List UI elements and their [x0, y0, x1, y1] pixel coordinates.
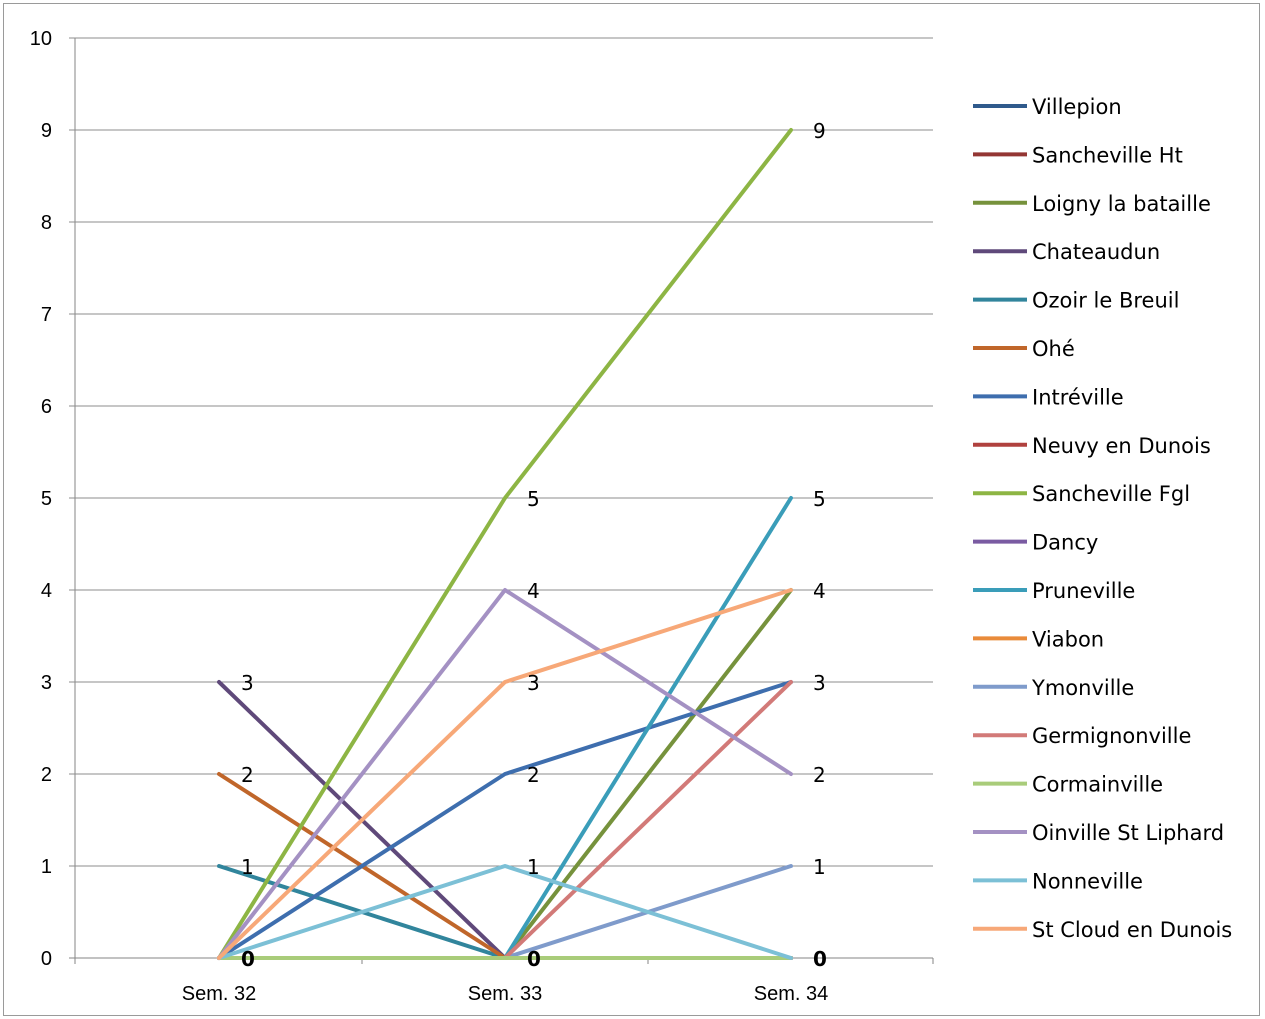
- x-tick-label: Sem. 34: [754, 983, 828, 1005]
- y-tick-label: 9: [41, 120, 52, 142]
- series-line: [217, 864, 793, 960]
- legend-label: Sancheville Ht: [1032, 143, 1183, 167]
- legend-label: St Cloud en Dunois: [1032, 918, 1232, 942]
- data-label: 9: [813, 119, 826, 143]
- data-label: 0: [813, 947, 827, 971]
- y-tick-label: 1: [41, 856, 52, 878]
- series-line: [217, 588, 793, 960]
- legend-label: Ymonville: [1031, 676, 1134, 700]
- legend-label: Intréville: [1032, 385, 1124, 409]
- legend-label: Loigny la bataille: [1032, 192, 1211, 216]
- legend-label: Oinville St Liphard: [1032, 821, 1224, 845]
- series-lines: [217, 128, 793, 960]
- gridlines: [69, 37, 933, 959]
- legend: Villepion Sancheville Ht Loigny la bataill…: [973, 95, 1232, 942]
- data-label: 0: [241, 947, 255, 971]
- legend-label: Cormainville: [1032, 773, 1163, 797]
- data-labels: 3 2 1 0 5 4 3 2 1 0 9 5 4 3 2 1 0: [241, 119, 827, 971]
- series-line: [217, 864, 793, 960]
- y-tick-label: 2: [41, 764, 52, 786]
- legend-label: Germignonville: [1032, 724, 1191, 748]
- data-label: 0: [527, 947, 541, 971]
- y-tick-label: 6: [41, 396, 52, 418]
- y-axis-ticks: 0 1 2 3 4 5 6 7 8 9 10: [30, 28, 52, 970]
- data-label: 2: [813, 763, 826, 787]
- y-tick-label: 0: [41, 948, 52, 970]
- legend-label: Sancheville Fgl: [1032, 482, 1190, 506]
- y-tick-label: 8: [41, 212, 52, 234]
- series-line: [217, 588, 793, 960]
- legend-label: Villepion: [1032, 95, 1122, 119]
- series-line: [217, 128, 793, 960]
- y-tick-label: 10: [30, 28, 52, 50]
- legend-label: Viabon: [1032, 627, 1104, 651]
- data-label: 3: [813, 671, 826, 695]
- legend-label: Neuvy en Dunois: [1032, 434, 1211, 458]
- chart-frame: [3, 3, 1260, 1016]
- data-label: 4: [527, 579, 540, 603]
- x-tick-label: Sem. 33: [468, 983, 542, 1005]
- y-tick-label: 3: [41, 672, 52, 694]
- data-label: 2: [527, 763, 540, 787]
- legend-label: Dancy: [1032, 531, 1098, 555]
- y-tick-label: 7: [41, 304, 52, 326]
- legend-label: Pruneville: [1032, 579, 1135, 603]
- series-line: [217, 496, 793, 960]
- data-label: 1: [241, 855, 254, 879]
- y-tick-label: 5: [41, 488, 52, 510]
- data-label: 1: [813, 855, 826, 879]
- data-label: 5: [813, 487, 826, 511]
- data-label: 2: [241, 763, 254, 787]
- data-label: 3: [527, 671, 540, 695]
- legend-label: Ozoir le Breuil: [1032, 289, 1179, 313]
- series-line: [217, 864, 793, 960]
- legend-label: Nonneville: [1032, 869, 1143, 893]
- y-tick-label: 4: [41, 580, 52, 602]
- data-label: 1: [527, 855, 540, 879]
- legend-label: Ohé: [1032, 337, 1075, 361]
- data-label: 4: [813, 579, 826, 603]
- legend-label: Chateaudun: [1032, 240, 1160, 264]
- x-axis-ticks: Sem. 32 Sem. 33 Sem. 34: [74, 958, 934, 1005]
- data-label: 3: [241, 671, 254, 695]
- data-label: 5: [527, 487, 540, 511]
- x-tick-label: Sem. 32: [182, 983, 256, 1005]
